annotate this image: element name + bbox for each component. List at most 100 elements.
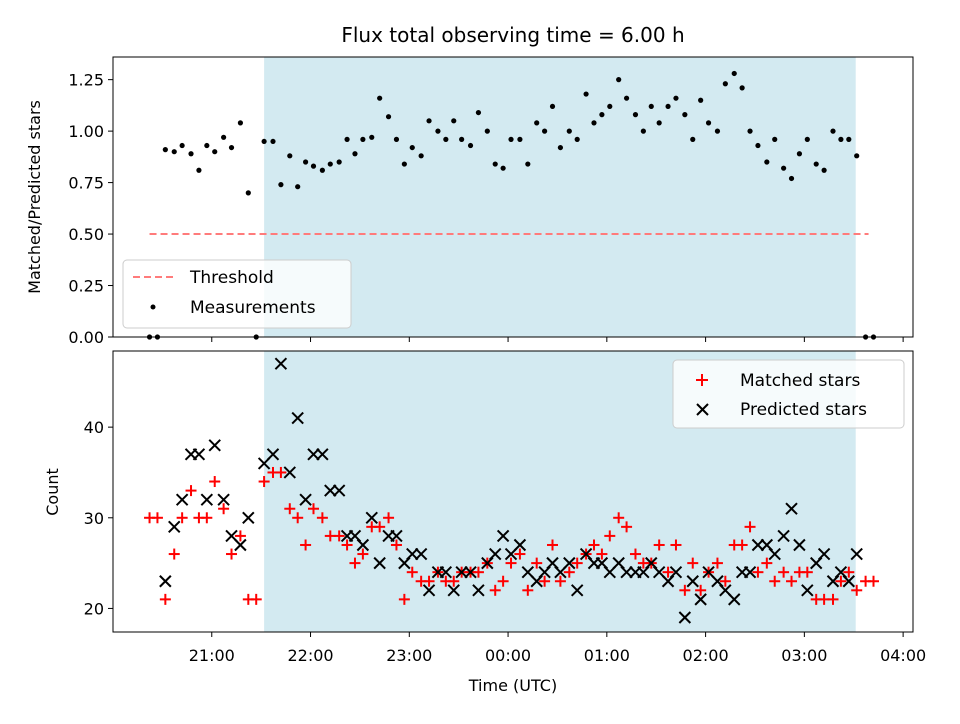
predicted-star-mark-b <box>159 575 172 588</box>
predicted-star-point <box>850 547 863 561</box>
bottom-y-tick-label: 20 <box>84 599 104 618</box>
predicted-star-point <box>563 556 576 570</box>
predicted-star-point <box>192 448 206 461</box>
matched-star-point <box>761 557 773 569</box>
matched-star-point <box>497 575 509 587</box>
measurement-point <box>755 142 761 149</box>
measurement-point <box>204 142 210 149</box>
measurement-point <box>295 184 301 190</box>
predicted-star-point <box>694 593 707 606</box>
measurement-point <box>698 97 704 103</box>
predicted-star-mark-b <box>513 538 527 552</box>
matched-star-point <box>621 521 633 533</box>
top-y-tick-label: 1.25 <box>68 71 104 90</box>
bottom-x-tick-label: 22:00 <box>287 646 333 665</box>
measurement-point <box>171 149 177 155</box>
matched-star-point <box>505 557 517 569</box>
measurement-point <box>484 128 490 134</box>
measurement-point <box>492 161 498 167</box>
matched-star-point <box>423 575 435 587</box>
matched-star-point <box>778 566 790 578</box>
matched-star-point <box>176 512 188 524</box>
measurement-point <box>188 151 194 157</box>
measurement-point <box>426 118 432 124</box>
matched-star-point <box>406 566 418 578</box>
matched-star-point <box>292 512 304 524</box>
matched-star-point <box>218 503 230 515</box>
measurement-point <box>632 112 639 118</box>
predicted-star-point <box>307 448 320 461</box>
predicted-star-point <box>751 538 765 552</box>
legend-threshold-label: Threshold <box>189 268 274 288</box>
measurement-point <box>804 136 810 142</box>
measurement-point <box>525 161 531 167</box>
predicted-star-mark-b <box>274 357 288 370</box>
predicted-star-mark-b <box>521 565 535 579</box>
predicted-star-mark-b <box>645 556 658 570</box>
matched-star-point <box>604 530 616 542</box>
predicted-star-point <box>447 584 460 597</box>
predicted-star-mark-b <box>595 556 609 570</box>
measurement-point <box>722 81 728 87</box>
predicted-star-mark-b <box>620 565 633 579</box>
matched-star-point <box>695 584 707 596</box>
matched-star-point <box>258 476 270 488</box>
bottom-x-tick-label: 04:00 <box>880 646 926 665</box>
predicted-star-mark-b <box>356 538 370 552</box>
measurement-point <box>739 85 745 91</box>
measurement-point <box>162 147 168 153</box>
measurement-point <box>278 182 284 188</box>
predicted-star-mark-b <box>365 511 378 524</box>
measurement-point <box>508 136 514 142</box>
measurement-point <box>212 149 218 155</box>
matched-star-point <box>752 566 764 578</box>
predicted-star-mark-b <box>316 448 329 461</box>
measurement-point <box>377 95 383 101</box>
bottom-x-tick-label: 01:00 <box>584 646 630 665</box>
predicted-star-point <box>785 502 798 515</box>
matched-star-point <box>769 575 781 587</box>
predicted-star-mark-b <box>686 575 699 588</box>
matched-star-point <box>539 575 551 587</box>
predicted-star-point <box>455 565 468 579</box>
matched-star-point <box>547 539 559 551</box>
matched-star-point <box>333 530 345 542</box>
measurement-point <box>287 153 293 159</box>
predicted-star-mark-b <box>406 547 419 561</box>
matched-star-point <box>390 539 402 551</box>
matched-star-point <box>226 548 238 560</box>
top-y-tick-label: 0.50 <box>68 225 104 244</box>
measurement-point <box>788 175 795 182</box>
predicted-star-point <box>496 529 510 543</box>
bottom-x-tick-label: 02:00 <box>683 646 729 665</box>
measurement-point <box>261 138 267 145</box>
top-y-tick-label: 0.00 <box>68 328 104 347</box>
predicted-star-mark-b <box>694 593 707 606</box>
matched-star-point <box>801 566 813 578</box>
predicted-star-mark-b <box>702 565 715 579</box>
top-chart-title: Flux total observing time = 6.00 h <box>341 23 684 47</box>
matched-star-point <box>588 539 600 551</box>
predicted-star-mark-b <box>834 565 848 579</box>
matched-star-point <box>250 593 262 605</box>
bottom-x-tick-label: 03:00 <box>781 646 827 665</box>
legend-measurements-swatch <box>150 304 156 310</box>
predicted-star-mark-b <box>801 584 814 597</box>
matched-star-point <box>275 466 287 478</box>
matched-star-point <box>679 584 691 596</box>
predicted-star-point <box>291 411 304 425</box>
predicted-star-mark-b <box>652 565 666 579</box>
predicted-star-mark-b <box>291 411 304 425</box>
predicted-star-mark-b <box>496 529 510 543</box>
matched-star-point <box>744 521 756 533</box>
predicted-star-point <box>283 466 296 479</box>
predicted-star-point <box>728 593 741 606</box>
measurement-point <box>221 134 227 140</box>
measurement-point <box>467 142 474 149</box>
predicted-star-point <box>217 493 230 506</box>
matched-star-point <box>827 593 839 605</box>
matched-star-point <box>613 512 625 524</box>
predicted-star-mark-b <box>348 529 362 543</box>
predicted-star-point <box>768 547 781 561</box>
predicted-star-mark-b <box>332 484 346 497</box>
